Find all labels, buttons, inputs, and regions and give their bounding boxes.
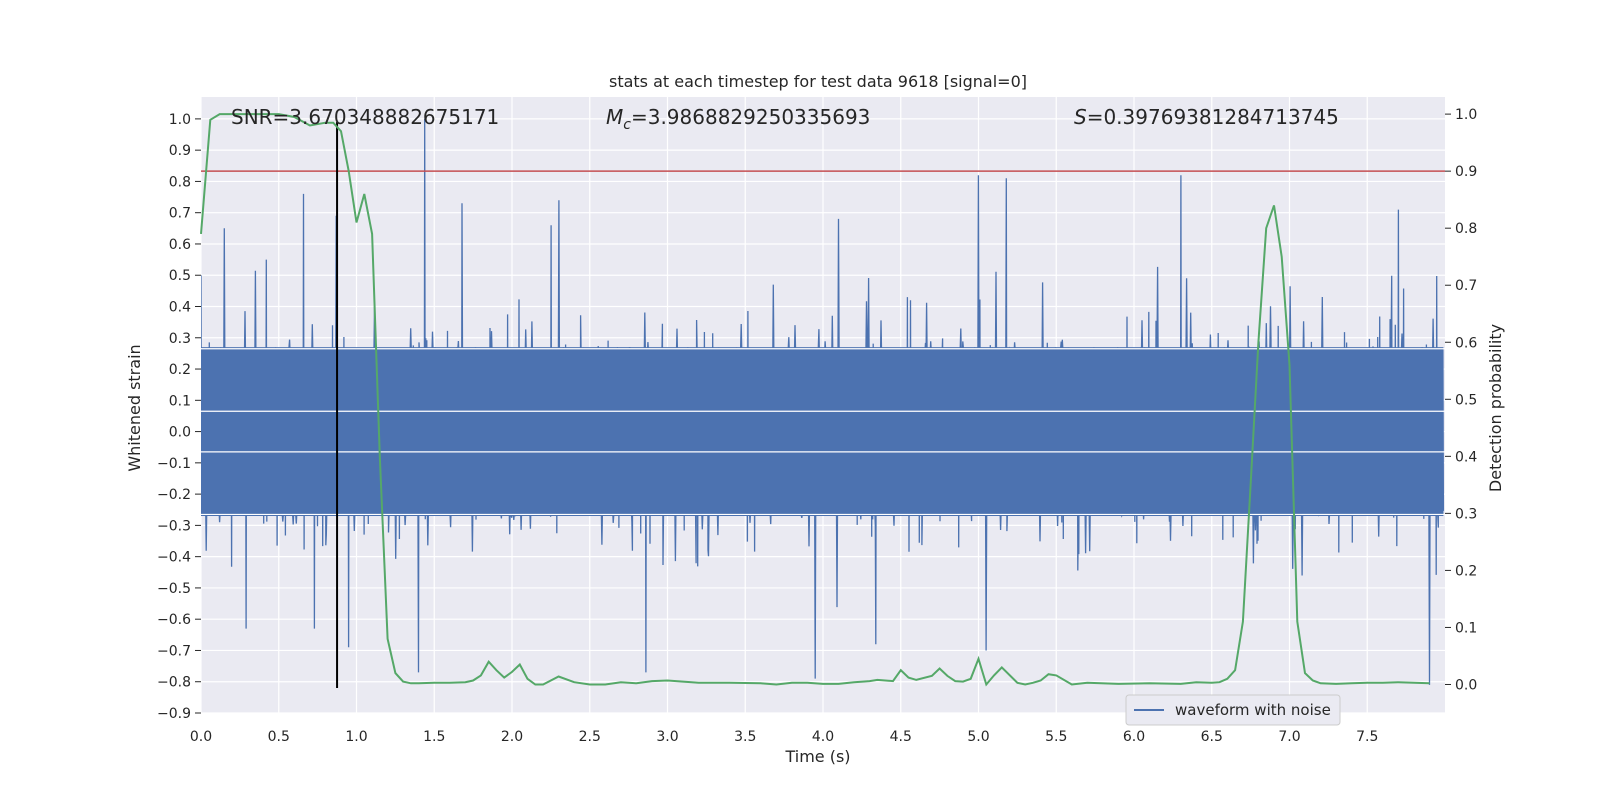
x-tick-label: 1.0 [345, 729, 367, 745]
y-tick-label: 0.9 [169, 143, 191, 159]
x-tick-label: 7.5 [1356, 729, 1378, 745]
y-tick-label: −0.7 [157, 643, 191, 659]
waveform-core-band [201, 347, 1444, 517]
y2-tick-label: 0.3 [1455, 506, 1477, 522]
y-tick-label: −0.9 [157, 706, 191, 722]
x-tick-label: 3.0 [656, 729, 678, 745]
y-axis-right: 1.0 0.9 0.8 0.7 0.6 0.5 0.4 0.3 0.2 0.1 0.0 [1445, 107, 1477, 693]
probability-series-line [200, 113, 1430, 687]
y-tick-label: −0.6 [157, 612, 191, 628]
y2-tick-label: 0.9 [1455, 164, 1477, 180]
y2-tick-label: 0.0 [1455, 677, 1477, 693]
x-tick-label: 6.5 [1201, 729, 1223, 745]
x-tick-label: 5.5 [1045, 729, 1067, 745]
x-tick-label: 0.0 [190, 729, 212, 745]
y2-tick-label: 0.7 [1455, 278, 1477, 294]
y-tick-label: 0.2 [169, 362, 191, 378]
x-axis-label: Time (s) [784, 747, 850, 766]
x-tick-label: 5.0 [967, 729, 989, 745]
mc-value: =3.9868829250335693 [631, 105, 870, 129]
y-tick-label: 0.8 [169, 174, 191, 190]
snr-annotation: SNR=3.670348882675171 [231, 105, 499, 129]
x-tick-label: 6.0 [1123, 729, 1145, 745]
s-symbol: S [1074, 105, 1087, 129]
y2-tick-label: 0.2 [1455, 563, 1477, 579]
s-value: =0.39769381284713745 [1087, 105, 1339, 129]
y2-tick-label: 0.4 [1455, 449, 1477, 465]
x-tick-label: 1.5 [423, 729, 445, 745]
y-tick-label: 0.7 [169, 206, 191, 222]
x-axis: 0.0 0.5 1.0 1.5 2.0 2.5 3.0 3.5 4.0 4.5 5.0 5.5 6.0 6… [190, 729, 1379, 745]
y-tick-label: −0.5 [157, 581, 191, 597]
y2-tick-label: 0.8 [1455, 221, 1477, 237]
y-tick-label: 0.4 [169, 300, 191, 316]
x-tick-label: 3.5 [734, 729, 756, 745]
y2-axis-label: Detection probability [1486, 324, 1505, 492]
y2-tick-label: 0.6 [1455, 335, 1477, 351]
y-tick-label: 0.0 [169, 425, 191, 441]
mc-subscript: c [623, 117, 631, 133]
y-tick-label: −0.3 [157, 518, 191, 534]
y-axis-left: 1.0 0.9 0.8 0.7 0.6 0.5 0.4 0.3 0.2 0.1 0.0 −0.1 −0.… [157, 112, 201, 722]
legend-box [1125, 694, 1341, 726]
y-tick-label: 0.6 [169, 237, 191, 253]
y-tick-label: 0.5 [169, 268, 191, 284]
y2-tick-label: 0.1 [1455, 620, 1477, 636]
legend: waveform with noise [1125, 694, 1341, 726]
y-tick-label: 0.1 [169, 393, 191, 409]
s-annotation: S=0.39769381284713745 [1074, 105, 1339, 129]
mc-annotation: Mc=3.9868829250335693 [606, 105, 870, 133]
probability-layer [200, 113, 1445, 688]
y-tick-label: −0.8 [157, 675, 191, 691]
y-tick-label: 1.0 [169, 112, 191, 128]
y-tick-label: −0.4 [157, 550, 191, 566]
waveform-layer [201, 118, 1445, 685]
x-tick-label: 2.0 [501, 729, 523, 745]
x-tick-label: 4.5 [890, 729, 912, 745]
x-tick-label: 0.5 [268, 729, 290, 745]
y2-tick-label: 1.0 [1455, 107, 1477, 123]
y-tick-label: −0.2 [157, 487, 191, 503]
y-axis-label: Whitened strain [125, 344, 144, 471]
y-tick-label: 0.3 [169, 331, 191, 347]
x-tick-label: 2.5 [579, 729, 601, 745]
y2-tick-label: 0.5 [1455, 392, 1477, 408]
y-tick-label: −0.1 [157, 456, 191, 472]
legend-label: waveform with noise [1175, 701, 1331, 719]
x-tick-label: 4.0 [812, 729, 834, 745]
chart-title: stats at each timestep for test data 961… [609, 72, 1027, 91]
mc-symbol: M [606, 105, 623, 129]
x-tick-label: 7.0 [1278, 729, 1300, 745]
